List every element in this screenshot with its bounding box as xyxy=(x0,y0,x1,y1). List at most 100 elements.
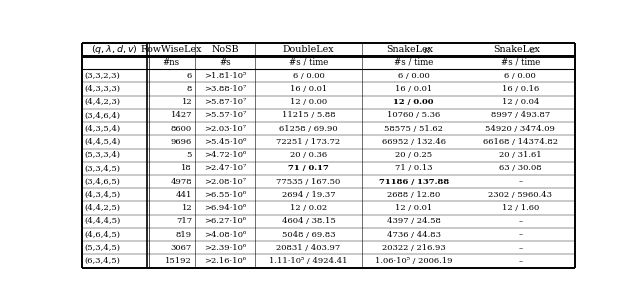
Text: 58575 / 51.62: 58575 / 51.62 xyxy=(384,125,443,132)
Text: NoSB: NoSB xyxy=(211,45,239,54)
Text: 5048 / 69.83: 5048 / 69.83 xyxy=(282,230,335,239)
Text: 12 / 0.00: 12 / 0.00 xyxy=(394,98,434,106)
Text: 11215 / 5.88: 11215 / 5.88 xyxy=(282,111,335,119)
Text: 1.06·10⁵ / 2006.19: 1.06·10⁵ / 2006.19 xyxy=(375,257,452,265)
Text: DoubleLex: DoubleLex xyxy=(283,45,334,54)
Text: –: – xyxy=(518,177,522,186)
Text: 5: 5 xyxy=(187,151,192,159)
Text: 2688 / 12.80: 2688 / 12.80 xyxy=(387,191,440,199)
Text: >6.27·10⁶: >6.27·10⁶ xyxy=(204,217,246,225)
Text: 20 / 0.36: 20 / 0.36 xyxy=(290,151,327,159)
Text: 77535 / 167.50: 77535 / 167.50 xyxy=(276,177,340,186)
Text: 71 / 0.17: 71 / 0.17 xyxy=(288,164,329,172)
Text: >6.94·10⁶: >6.94·10⁶ xyxy=(204,204,246,212)
Text: (4,4,4,5): (4,4,4,5) xyxy=(84,217,121,225)
Text: 6 / 0.00: 6 / 0.00 xyxy=(504,72,536,80)
Text: (4,4,2,3): (4,4,2,3) xyxy=(84,98,120,106)
Text: (4,3,3,3): (4,3,3,3) xyxy=(84,85,120,93)
Text: 1427: 1427 xyxy=(171,111,192,119)
Text: (5,3,3,4): (5,3,3,4) xyxy=(84,151,120,159)
Text: >2.39·10⁶: >2.39·10⁶ xyxy=(204,244,246,252)
Text: >4.72·10⁶: >4.72·10⁶ xyxy=(204,151,246,159)
Text: 15192: 15192 xyxy=(165,257,192,265)
Text: >5.87·10⁷: >5.87·10⁷ xyxy=(204,98,246,106)
Text: 16 / 0.01: 16 / 0.01 xyxy=(395,85,433,93)
Text: >2.47·10⁷: >2.47·10⁷ xyxy=(204,164,246,172)
Text: 4604 / 38.15: 4604 / 38.15 xyxy=(282,217,335,225)
Text: 10760 / 5.36: 10760 / 5.36 xyxy=(387,111,440,119)
Text: >2.03·10⁷: >2.03·10⁷ xyxy=(204,125,246,132)
Text: >5.45·10⁶: >5.45·10⁶ xyxy=(204,138,246,146)
Text: 6 / 0.00: 6 / 0.00 xyxy=(398,72,429,80)
Text: (4,3,4,5): (4,3,4,5) xyxy=(84,191,120,199)
Text: 4397 / 24.58: 4397 / 24.58 xyxy=(387,217,441,225)
Text: 2694 / 19.37: 2694 / 19.37 xyxy=(282,191,335,199)
Text: 63 / 30.08: 63 / 30.08 xyxy=(499,164,541,172)
Text: 12 / 1.60: 12 / 1.60 xyxy=(502,204,539,212)
Text: C: C xyxy=(530,47,536,55)
Text: 4978: 4978 xyxy=(170,177,192,186)
Text: 20 / 0.25: 20 / 0.25 xyxy=(395,151,432,159)
Text: 12 / 0.01: 12 / 0.01 xyxy=(395,204,433,212)
Text: #s / time: #s / time xyxy=(289,58,328,67)
Text: 9696: 9696 xyxy=(171,138,192,146)
Text: –: – xyxy=(518,244,522,252)
Text: (5,3,4,5): (5,3,4,5) xyxy=(84,244,120,252)
Text: 4736 / 44.83: 4736 / 44.83 xyxy=(387,230,441,239)
Text: >6.55·10⁶: >6.55·10⁶ xyxy=(204,191,246,199)
Text: (4,4,5,4): (4,4,5,4) xyxy=(84,138,121,146)
Text: 18: 18 xyxy=(181,164,192,172)
Text: 12: 12 xyxy=(182,98,192,106)
Text: >1.81·10⁵: >1.81·10⁵ xyxy=(204,72,246,80)
Text: (3,4,6,4): (3,4,6,4) xyxy=(84,111,120,119)
Text: 16 / 0.16: 16 / 0.16 xyxy=(502,85,539,93)
Text: R: R xyxy=(424,47,429,55)
Text: 71186 / 137.88: 71186 / 137.88 xyxy=(379,177,449,186)
Text: –: – xyxy=(518,257,522,265)
Text: 6: 6 xyxy=(187,72,192,80)
Text: 441: 441 xyxy=(176,191,192,199)
Text: SnakeLex: SnakeLex xyxy=(493,45,540,54)
Text: >3.88·10⁷: >3.88·10⁷ xyxy=(204,85,246,93)
Text: 12 / 0.04: 12 / 0.04 xyxy=(502,98,539,106)
Text: (6,3,4,5): (6,3,4,5) xyxy=(84,257,120,265)
Text: RowWiseLex: RowWiseLex xyxy=(140,45,202,54)
Text: >2.08·10⁷: >2.08·10⁷ xyxy=(204,177,246,186)
Text: 2302 / 5960.43: 2302 / 5960.43 xyxy=(488,191,552,199)
Text: (4,3,5,4): (4,3,5,4) xyxy=(84,125,120,132)
Text: 12 / 0.02: 12 / 0.02 xyxy=(290,204,327,212)
Text: (3,3,4,5): (3,3,4,5) xyxy=(84,164,120,172)
Text: (4,4,2,5): (4,4,2,5) xyxy=(84,204,120,212)
Text: 819: 819 xyxy=(176,230,192,239)
Text: –: – xyxy=(518,217,522,225)
Text: SnakeLex: SnakeLex xyxy=(387,45,433,54)
Text: 61258 / 69.90: 61258 / 69.90 xyxy=(279,125,338,132)
Text: 20831 / 403.97: 20831 / 403.97 xyxy=(276,244,340,252)
Text: 6 / 0.00: 6 / 0.00 xyxy=(292,72,324,80)
Text: 66168 / 14374.82: 66168 / 14374.82 xyxy=(483,138,558,146)
Text: 66952 / 132.46: 66952 / 132.46 xyxy=(381,138,445,146)
Text: 3067: 3067 xyxy=(171,244,192,252)
Text: 8997 / 493.87: 8997 / 493.87 xyxy=(491,111,550,119)
Text: $(q, \lambda, d, v)$: $(q, \lambda, d, v)$ xyxy=(92,43,138,56)
Text: >5.57·10⁷: >5.57·10⁷ xyxy=(204,111,246,119)
Text: #ns: #ns xyxy=(163,58,180,67)
Text: (4,6,4,5): (4,6,4,5) xyxy=(84,230,120,239)
Text: >2.16·10⁶: >2.16·10⁶ xyxy=(204,257,246,265)
Text: 20322 / 216.93: 20322 / 216.93 xyxy=(382,244,445,252)
Text: (3,4,6,5): (3,4,6,5) xyxy=(84,177,120,186)
Text: 12 / 0.00: 12 / 0.00 xyxy=(290,98,327,106)
Text: 54920 / 3474.09: 54920 / 3474.09 xyxy=(485,125,556,132)
Text: 8: 8 xyxy=(187,85,192,93)
Text: 16 / 0.01: 16 / 0.01 xyxy=(290,85,327,93)
Text: 20 / 31.61: 20 / 31.61 xyxy=(499,151,541,159)
Text: 71 / 0.13: 71 / 0.13 xyxy=(395,164,433,172)
Text: 72251 / 173.72: 72251 / 173.72 xyxy=(276,138,340,146)
Text: #s / time: #s / time xyxy=(500,58,540,67)
Text: –: – xyxy=(518,230,522,239)
Text: 8600: 8600 xyxy=(171,125,192,132)
Text: >4.08·10⁶: >4.08·10⁶ xyxy=(204,230,246,239)
Text: #s / time: #s / time xyxy=(394,58,433,67)
Text: #s: #s xyxy=(220,58,231,67)
Text: 717: 717 xyxy=(176,217,192,225)
